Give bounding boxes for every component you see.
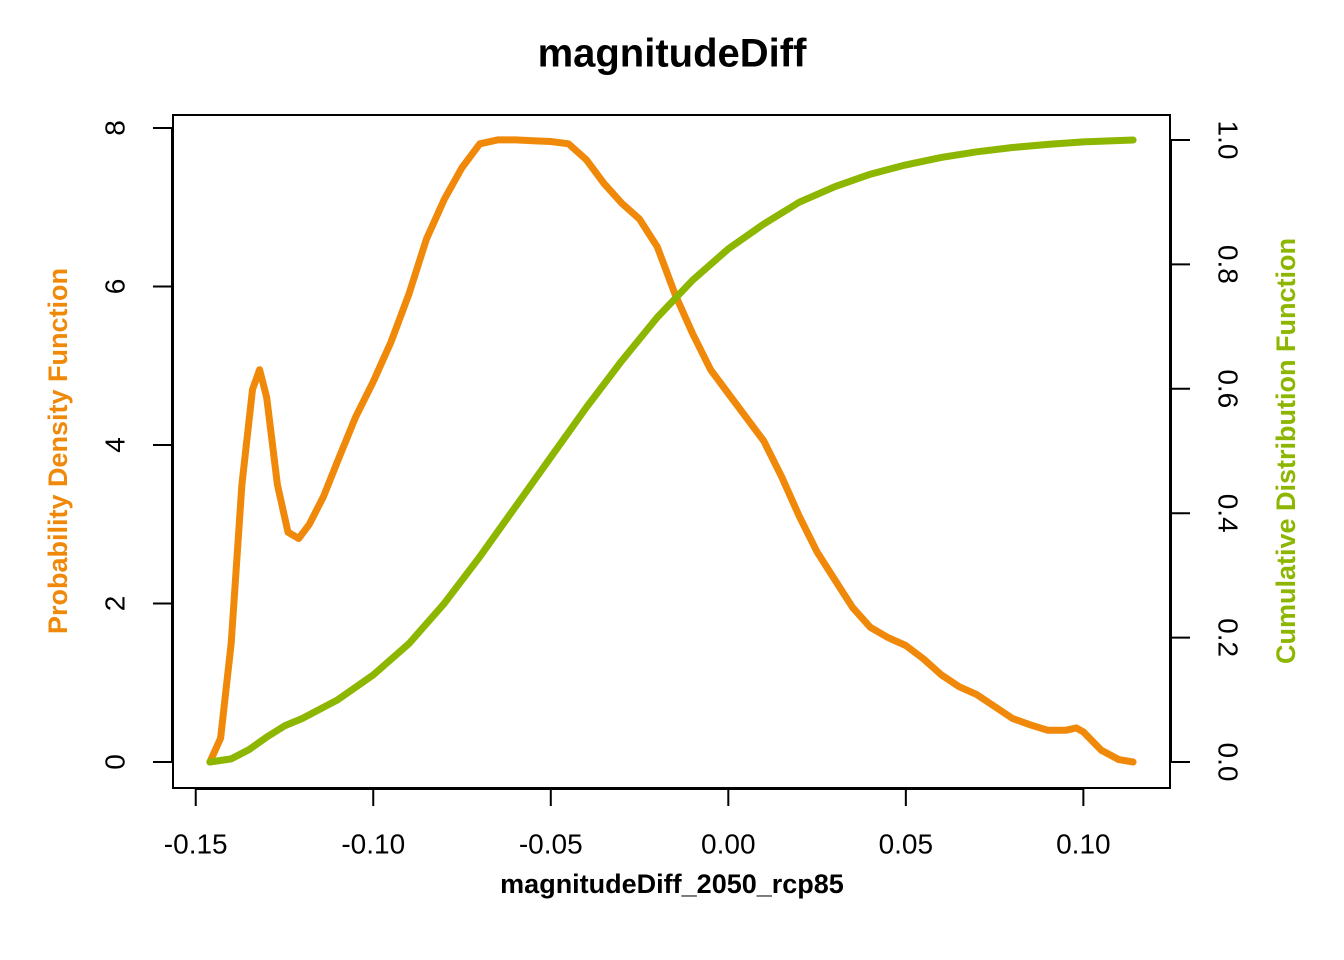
x-tick-label: 0.05 — [879, 828, 934, 859]
y-tick-label: 0 — [99, 754, 130, 770]
y2-tick-label: 0.6 — [1213, 369, 1244, 408]
chart-title: magnitudeDiff — [538, 32, 808, 76]
y-tick-label: 8 — [99, 120, 130, 136]
y2-axis-label: Cumulative Distribution Function — [1271, 238, 1301, 664]
y-tick-label: 2 — [99, 596, 130, 612]
plot-box — [172, 114, 1171, 789]
x-tick-label: 0.00 — [701, 828, 756, 859]
y2-tick-label: 0.0 — [1213, 743, 1244, 782]
y2-tick-label: 0.4 — [1213, 494, 1244, 533]
x-tick-label: 0.10 — [1056, 828, 1111, 859]
x-axis-label: magnitudeDiff_2050_rcp85 — [500, 869, 844, 899]
y-tick-label: 6 — [99, 279, 130, 295]
y-axis-label: Probability Density Function — [43, 268, 73, 634]
series-line — [206, 136, 1137, 766]
x-tick-label: -0.10 — [341, 828, 405, 859]
x-tick-label: -0.05 — [519, 828, 583, 859]
x-tick-label: -0.15 — [164, 828, 228, 859]
y-tick-label: 4 — [99, 437, 130, 453]
y2-tick-label: 0.8 — [1213, 245, 1244, 284]
y2-tick-label: 1.0 — [1213, 121, 1244, 160]
series-line — [206, 136, 1137, 766]
y2-tick-label: 0.2 — [1213, 618, 1244, 657]
